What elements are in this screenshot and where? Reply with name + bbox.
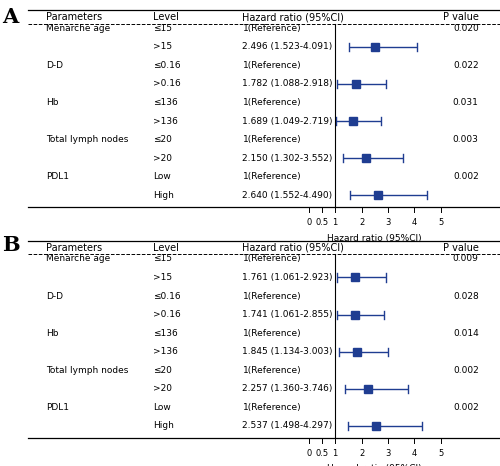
Text: 0.022: 0.022 (453, 61, 478, 70)
Text: >20: >20 (152, 384, 172, 393)
Text: Hazard ratio (95%CI): Hazard ratio (95%CI) (328, 233, 422, 243)
Text: ≤15: ≤15 (152, 254, 172, 263)
Text: 1(Reference): 1(Reference) (242, 24, 301, 33)
Text: ≤15: ≤15 (152, 24, 172, 33)
Text: Hazard ratio (95%CI): Hazard ratio (95%CI) (242, 12, 344, 22)
Text: 0.5: 0.5 (316, 449, 328, 458)
Text: 1(Reference): 1(Reference) (242, 254, 301, 263)
Text: 0.002: 0.002 (453, 366, 478, 375)
Text: 1.689 (1.049-2.719): 1.689 (1.049-2.719) (242, 116, 333, 125)
Text: 0.5: 0.5 (316, 218, 328, 227)
Text: 3: 3 (386, 218, 390, 227)
Text: >136: >136 (152, 116, 178, 125)
Text: ≤20: ≤20 (152, 366, 172, 375)
Text: P value: P value (443, 12, 478, 22)
Text: >0.16: >0.16 (152, 79, 180, 89)
Text: Hb: Hb (46, 329, 59, 338)
Text: 0.031: 0.031 (453, 98, 478, 107)
Text: Total lymph nodes: Total lymph nodes (46, 135, 129, 144)
Text: Low: Low (152, 403, 170, 412)
Text: High: High (152, 191, 174, 200)
Text: 1(Reference): 1(Reference) (242, 172, 301, 181)
Text: 2.496 (1.523-4.091): 2.496 (1.523-4.091) (242, 42, 332, 51)
Text: Hb: Hb (46, 98, 59, 107)
Text: 0.020: 0.020 (453, 24, 478, 33)
Text: P value: P value (443, 243, 478, 253)
Text: 0.009: 0.009 (453, 254, 478, 263)
Text: 1(Reference): 1(Reference) (242, 403, 301, 412)
Text: Total lymph nodes: Total lymph nodes (46, 366, 129, 375)
Text: 2: 2 (359, 449, 364, 458)
Text: 2.537 (1.498-4.297): 2.537 (1.498-4.297) (242, 422, 332, 431)
Text: 2.257 (1.360-3.746): 2.257 (1.360-3.746) (242, 384, 333, 393)
Text: 1(Reference): 1(Reference) (242, 135, 301, 144)
Text: ≤136: ≤136 (152, 98, 178, 107)
Text: >20: >20 (152, 154, 172, 163)
Text: 1(Reference): 1(Reference) (242, 61, 301, 70)
Text: Level: Level (152, 243, 178, 253)
Text: >136: >136 (152, 347, 178, 356)
Text: 1: 1 (332, 449, 338, 458)
Text: 0.028: 0.028 (453, 292, 478, 301)
Text: 1(Reference): 1(Reference) (242, 292, 301, 301)
Text: 1: 1 (332, 218, 338, 227)
Text: PDL1: PDL1 (46, 172, 70, 181)
Text: ≤136: ≤136 (152, 329, 178, 338)
Text: Menarche age: Menarche age (46, 254, 110, 263)
Text: 0: 0 (306, 449, 312, 458)
Text: 0: 0 (306, 218, 312, 227)
Text: 1.761 (1.061-2.923): 1.761 (1.061-2.923) (242, 273, 333, 282)
Text: Menarche age: Menarche age (46, 24, 110, 33)
Text: B: B (2, 235, 20, 255)
Text: ≤0.16: ≤0.16 (152, 61, 180, 70)
Text: 2.640 (1.552-4.490): 2.640 (1.552-4.490) (242, 191, 332, 200)
Text: 2: 2 (359, 218, 364, 227)
Text: 0.003: 0.003 (453, 135, 478, 144)
Text: 2.150 (1.302-3.552): 2.150 (1.302-3.552) (242, 154, 333, 163)
Text: Hazard ratio (95%CI): Hazard ratio (95%CI) (328, 464, 422, 466)
Text: >15: >15 (152, 42, 172, 51)
Text: Hazard ratio (95%CI): Hazard ratio (95%CI) (242, 243, 344, 253)
Text: PDL1: PDL1 (46, 403, 70, 412)
Text: 5: 5 (438, 449, 444, 458)
Text: 4: 4 (412, 218, 417, 227)
Text: 0.002: 0.002 (453, 403, 478, 412)
Text: ≤20: ≤20 (152, 135, 172, 144)
Text: 1(Reference): 1(Reference) (242, 98, 301, 107)
Text: High: High (152, 422, 174, 431)
Text: Parameters: Parameters (46, 12, 102, 22)
Text: A: A (2, 7, 19, 27)
Text: D-D: D-D (46, 61, 64, 70)
Text: Level: Level (152, 12, 178, 22)
Text: 0.002: 0.002 (453, 172, 478, 181)
Text: >15: >15 (152, 273, 172, 282)
Text: ≤0.16: ≤0.16 (152, 292, 180, 301)
Text: 1(Reference): 1(Reference) (242, 329, 301, 338)
Text: 3: 3 (386, 449, 390, 458)
Text: Parameters: Parameters (46, 243, 102, 253)
Text: 0.014: 0.014 (453, 329, 478, 338)
Text: 1.782 (1.088-2.918): 1.782 (1.088-2.918) (242, 79, 333, 89)
Text: 4: 4 (412, 449, 417, 458)
Text: 5: 5 (438, 218, 444, 227)
Text: D-D: D-D (46, 292, 64, 301)
Text: 1(Reference): 1(Reference) (242, 366, 301, 375)
Text: Low: Low (152, 172, 170, 181)
Text: >0.16: >0.16 (152, 310, 180, 319)
Text: 1.845 (1.134-3.003): 1.845 (1.134-3.003) (242, 347, 333, 356)
Text: 1.741 (1.061-2.855): 1.741 (1.061-2.855) (242, 310, 333, 319)
